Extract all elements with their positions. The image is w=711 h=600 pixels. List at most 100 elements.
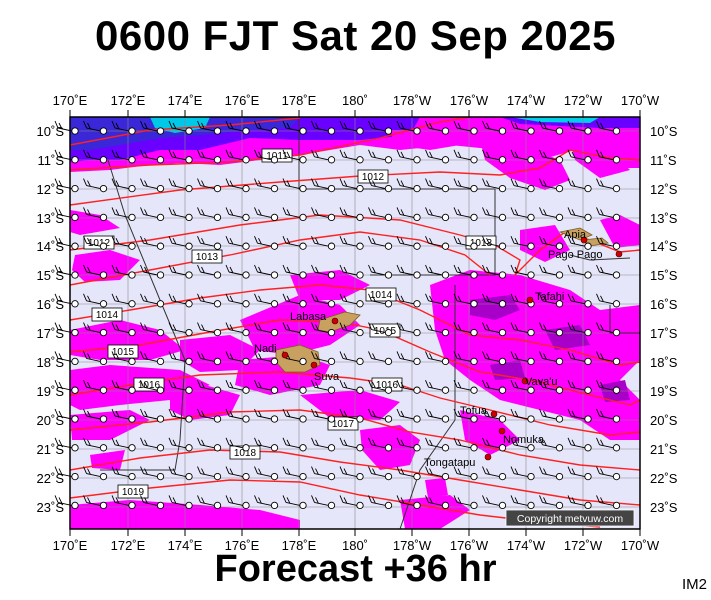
- wind-barb: [282, 408, 307, 423]
- axis-ticks: [69, 110, 641, 536]
- wind-barb: [567, 207, 592, 222]
- wind-barb: [254, 322, 279, 337]
- town-dot-nadi: [281, 351, 289, 359]
- wind-barb: [225, 236, 250, 250]
- wind-barb: [140, 178, 165, 193]
- wind-barb: [282, 207, 307, 222]
- wind-barb: [54, 408, 79, 423]
- wind-barb: [596, 236, 621, 250]
- wind-barb: [111, 495, 136, 510]
- wind-barb: [140, 437, 165, 452]
- wind-barb: [168, 207, 193, 222]
- wind-barb: [596, 495, 621, 510]
- wind-barb: [567, 178, 592, 193]
- wind-barb: [368, 322, 393, 337]
- wind-barb: [254, 264, 279, 279]
- wind-barb: [282, 264, 307, 279]
- wind-barb: [83, 293, 108, 308]
- wind-barb: [254, 293, 279, 308]
- wind-barb: [311, 408, 336, 423]
- wind-barb: [111, 178, 136, 193]
- wind-barb: [482, 120, 507, 135]
- wind-barb: [168, 351, 193, 366]
- lon-label: 178˚W: [393, 93, 432, 108]
- wind-barb: [140, 207, 165, 222]
- wind-barb: [368, 351, 393, 366]
- wind-barb: [311, 120, 336, 135]
- wind-barb: [339, 351, 364, 366]
- wind-barb: [482, 495, 507, 510]
- lon-label: 172˚E: [111, 538, 146, 553]
- wind-barb: [140, 351, 165, 366]
- wind-barb: [425, 408, 450, 423]
- wind-barb: [396, 149, 421, 164]
- wind-barb: [396, 351, 421, 366]
- wind-barb: [482, 322, 507, 337]
- wind-barb: [567, 408, 592, 423]
- wind-barb: [54, 351, 79, 366]
- wind-barb: [539, 149, 564, 164]
- lat-label: 19˚S: [37, 384, 65, 399]
- wind-barb: [453, 437, 478, 452]
- isobar-label: 1014: [91, 307, 123, 322]
- wind-barb: [197, 437, 222, 452]
- wind-barb: [453, 466, 478, 481]
- wind-barb: [482, 207, 507, 222]
- wind-barb: [539, 437, 564, 452]
- lon-label: 170˚E: [53, 93, 88, 108]
- lat-labels-right: 10˚S 11˚S 12˚S 13˚S 14˚S 15˚S 16˚S 17˚S …: [650, 124, 678, 515]
- wind-barb: [425, 466, 450, 481]
- wind-barb: [482, 380, 507, 394]
- wind-barb: [339, 178, 364, 193]
- isobar-label: 1012: [83, 235, 115, 250]
- wind-barb: [453, 380, 478, 394]
- wind-barb: [368, 437, 393, 452]
- wind-barb: [54, 380, 79, 394]
- lat-label: 21˚S: [37, 442, 65, 457]
- wind-barb: [254, 120, 279, 135]
- wind-barb: [83, 236, 108, 250]
- wind-barb: [596, 149, 621, 164]
- lat-label: 18˚S: [37, 355, 65, 370]
- wind-barb: [567, 236, 592, 250]
- wind-barb: [54, 322, 79, 337]
- wind-barb: [453, 149, 478, 164]
- wind-barb: [539, 495, 564, 510]
- wind-barb: [539, 236, 564, 250]
- wind-barb: [425, 149, 450, 164]
- svg-text:1012: 1012: [88, 238, 111, 249]
- lat-label: 22˚S: [650, 471, 678, 486]
- lon-label: 172˚W: [564, 538, 603, 553]
- lon-label: 178˚W: [393, 538, 432, 553]
- wind-barb: [197, 264, 222, 279]
- wind-barb: [254, 495, 279, 510]
- town-label: Pago Pago: [548, 249, 602, 261]
- wind-barb: [339, 322, 364, 337]
- wind-barb: [539, 293, 564, 308]
- svg-text:1018: 1018: [234, 448, 257, 459]
- wind-barb: [311, 178, 336, 193]
- town-label: Apia: [564, 229, 587, 241]
- wind-barb: [510, 264, 535, 279]
- wind-barb: [596, 120, 621, 135]
- wind-barb: [396, 293, 421, 308]
- wind-barb: [510, 178, 535, 193]
- wind-barb: [282, 120, 307, 135]
- wind-barb: [396, 207, 421, 222]
- wind-barb: [83, 264, 108, 279]
- town-dot-tongatapu: [484, 453, 492, 461]
- wind-barb: [140, 466, 165, 481]
- wind-barb: [311, 495, 336, 510]
- wind-barb: [596, 380, 621, 394]
- lat-label: 17˚S: [37, 326, 65, 341]
- wind-barb: [596, 178, 621, 193]
- wind-barb: [510, 236, 535, 250]
- wind-barb: [311, 236, 336, 250]
- wind-barb: [368, 380, 393, 394]
- wind-barb: [111, 408, 136, 423]
- wind-barb: [596, 293, 621, 308]
- wind-barb: [339, 437, 364, 452]
- wind-barb: [453, 408, 478, 423]
- wind-barb: [510, 207, 535, 222]
- lat-label: 12˚S: [650, 182, 678, 197]
